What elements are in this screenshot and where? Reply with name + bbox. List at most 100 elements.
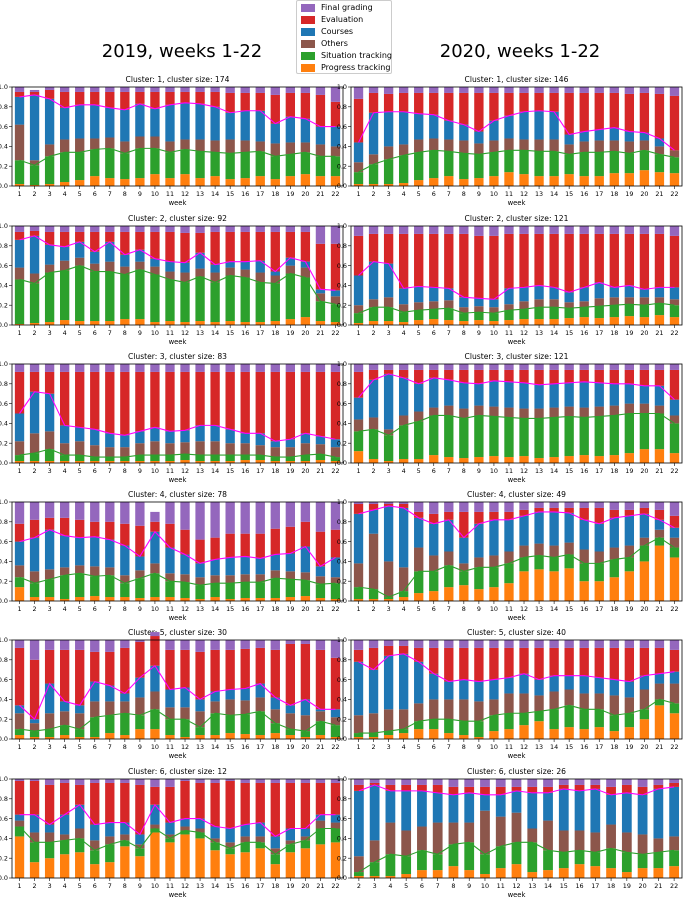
y-tick-label: 0.2 [337,577,347,585]
bar-segment [594,87,604,93]
bar-segment [90,640,100,652]
bar-segment [594,364,604,370]
bar-segment [330,779,341,783]
bar-segment [300,502,311,522]
bar-segment [504,87,514,93]
x-tick-label: 14 [550,605,558,613]
bar-segment [519,647,529,674]
bar-segment [444,681,454,700]
x-tick-label: 8 [451,882,455,890]
bar-segment [383,655,394,710]
bar-segment [669,703,680,714]
x-axis-label: week [508,752,526,760]
panel-title: Cluster: 6, cluster size: 26 [467,767,566,776]
bar-segment [300,455,311,462]
bar-segment [120,461,130,463]
bar-segment [44,87,55,90]
bar-segment [120,840,130,847]
bar-segment [624,153,635,174]
bar-segment [534,640,544,648]
bar-segment [639,140,650,151]
bar-segment [429,523,439,556]
bar-segment [414,87,424,93]
x-tick-label: 19 [286,329,294,337]
bar-segment [315,584,326,599]
bar-segment [414,547,424,572]
bar-segment [353,715,364,734]
bar-segment [165,547,175,574]
bar-segment [225,364,235,372]
bar-segment [368,733,379,738]
bar-segment [353,431,364,452]
bar-segment [444,415,454,458]
bar-segment [549,502,559,508]
bar-segment [669,786,680,837]
bar-segment [495,868,506,878]
x-tick-label: 20 [301,743,309,751]
x-tick-label: 6 [93,605,97,613]
x-tick-label: 17 [595,743,603,751]
bar-segment [240,582,250,599]
bar-segment [654,640,665,648]
bar-segment [270,461,280,463]
bar-segment [448,779,459,787]
y-tick-label: 0.8 [0,380,8,388]
bar-segment [353,661,364,716]
panel-title: Cluster: 4, cluster size: 49 [467,490,566,499]
bar-segment [75,441,85,456]
bar-segment [398,183,409,186]
bar-segment [59,502,70,518]
bar-segment [429,513,439,524]
bar-segment [75,226,85,232]
bar-segment [75,371,85,428]
x-tick-label: 11 [505,605,513,613]
bar-segment [330,439,341,448]
y-tick-label: 0.4 [0,420,8,428]
bar-segment [120,364,130,372]
bar-segment [459,418,469,459]
bar-segment [621,792,632,833]
bar-segment [44,244,55,265]
bar-segment [368,261,379,300]
bar-segment [29,862,40,878]
column-title-2020: 2020, weeks 1-22 [440,41,601,62]
y-tick-label: 0.6 [337,676,347,684]
bar-segment [14,779,25,781]
bar-segment [105,178,115,186]
bar-segment [398,645,409,654]
bar-segment [474,143,484,155]
bar-segment [654,537,665,546]
bar-segment [637,834,648,855]
bar-segment [90,782,100,825]
bar-segment [624,453,635,463]
bar-segment [180,454,190,461]
bar-segment [150,786,160,805]
bar-segment [353,172,364,185]
y-tick-label: 0.6 [337,538,347,546]
chart-panel: Cluster: 1, cluster size: 1460.00.20.40.… [337,75,683,207]
bar-segment [579,709,589,730]
x-tick-label: 10 [151,329,159,337]
bar-segment [489,364,499,370]
bar-segment [270,782,280,837]
bar-segment [564,554,574,569]
bar-segment [489,380,499,407]
bar-segment [29,502,40,520]
bar-segment [150,266,160,275]
bar-segment [210,152,220,177]
bar-segment [330,709,341,718]
bar-segment [180,272,190,283]
bar-segment [474,235,484,299]
bar-segment [14,96,25,125]
bar-segment [669,850,680,867]
y-tick-label: 0.6 [337,262,347,270]
bar-segment [444,719,454,734]
bar-segment [59,575,70,600]
bar-segment [489,502,499,512]
situation-cumulative-line [358,302,675,314]
bar-segment [549,571,559,601]
bar-segment [270,143,280,157]
x-tick-label: 18 [271,190,279,198]
bar-segment [527,872,538,878]
x-tick-label: 22 [331,882,339,890]
